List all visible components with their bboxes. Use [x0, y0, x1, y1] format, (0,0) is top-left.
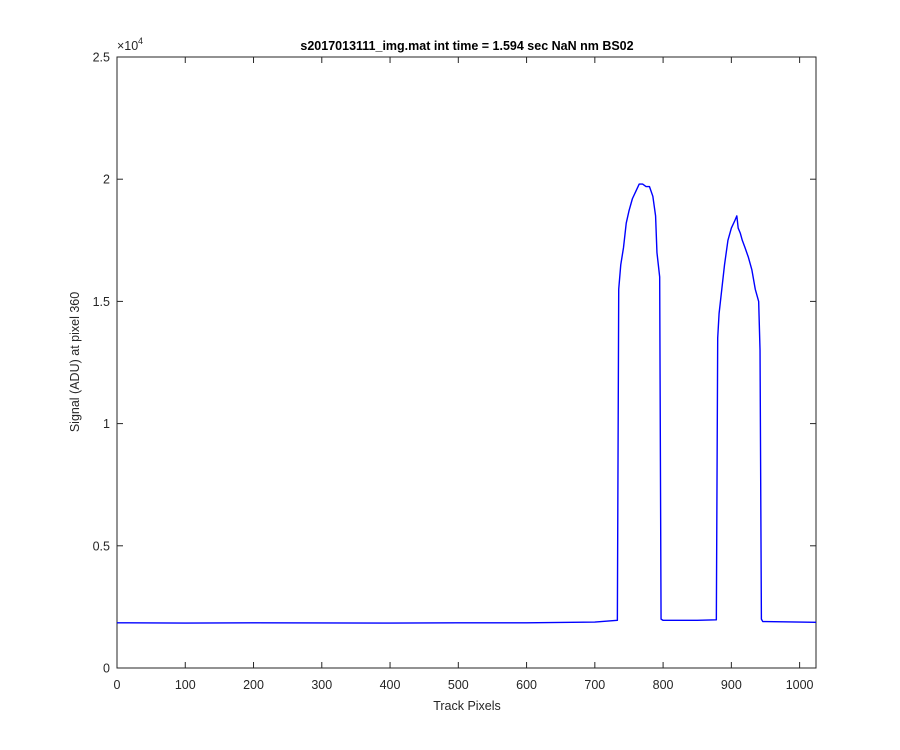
- y-exponent-base: ×10: [117, 39, 138, 53]
- y-tick-label: 0.5: [93, 539, 110, 553]
- x-axis: 0 100 200 300 400 500 600 700 800 900 1000: [114, 57, 814, 692]
- x-tick-label: 500: [448, 678, 469, 692]
- y-tick-label: 2.5: [93, 51, 110, 65]
- y-exponent: ×10 4: [117, 36, 143, 53]
- x-tick-label: 100: [175, 678, 196, 692]
- x-axis-label: Track Pixels: [433, 699, 501, 713]
- y-tick-label: 1.5: [93, 295, 110, 309]
- y-axis: 0 0.5 1 1.5 2 2.5: [93, 51, 816, 676]
- x-tick-label: 800: [653, 678, 674, 692]
- chart-title: s2017013111_img.mat int time = 1.594 sec…: [300, 39, 633, 53]
- x-tick-label: 1000: [786, 678, 814, 692]
- series-layer: [116, 183, 817, 624]
- y-tick-label: 1: [103, 417, 110, 431]
- x-tick-label: 300: [311, 678, 332, 692]
- plot-area: [116, 56, 817, 669]
- x-tick-label: 900: [721, 678, 742, 692]
- y-tick-label: 2: [103, 173, 110, 187]
- x-tick-label: 700: [584, 678, 605, 692]
- y-tick-label: 0: [103, 662, 110, 676]
- series-line: [116, 183, 817, 624]
- x-tick-label: 400: [380, 678, 401, 692]
- y-exponent-power: 4: [138, 36, 143, 46]
- x-tick-label: 600: [516, 678, 537, 692]
- x-tick-label: 0: [114, 678, 121, 692]
- x-tick-label: 200: [243, 678, 264, 692]
- y-axis-label: Signal (ADU) at pixel 360: [68, 292, 82, 432]
